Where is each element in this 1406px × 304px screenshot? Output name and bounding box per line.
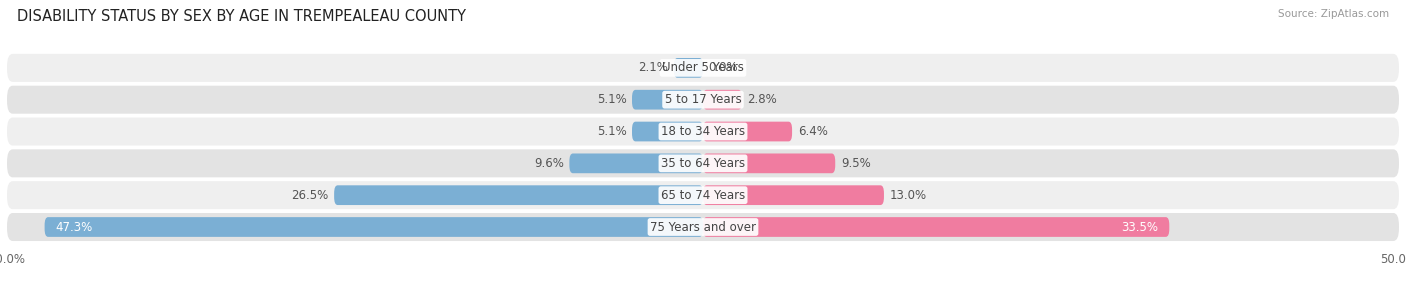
FancyBboxPatch shape bbox=[703, 154, 835, 173]
FancyBboxPatch shape bbox=[7, 118, 1399, 146]
Text: Source: ZipAtlas.com: Source: ZipAtlas.com bbox=[1278, 9, 1389, 19]
FancyBboxPatch shape bbox=[7, 54, 1399, 82]
Text: 35 to 64 Years: 35 to 64 Years bbox=[661, 157, 745, 170]
Text: 5.1%: 5.1% bbox=[596, 125, 627, 138]
FancyBboxPatch shape bbox=[335, 185, 703, 205]
Text: DISABILITY STATUS BY SEX BY AGE IN TREMPEALEAU COUNTY: DISABILITY STATUS BY SEX BY AGE IN TREMP… bbox=[17, 9, 465, 24]
FancyBboxPatch shape bbox=[703, 90, 742, 109]
Text: 75 Years and over: 75 Years and over bbox=[650, 220, 756, 233]
Text: 9.6%: 9.6% bbox=[534, 157, 564, 170]
Text: 5 to 17 Years: 5 to 17 Years bbox=[665, 93, 741, 106]
Text: 65 to 74 Years: 65 to 74 Years bbox=[661, 189, 745, 202]
FancyBboxPatch shape bbox=[7, 213, 1399, 241]
Text: 5.1%: 5.1% bbox=[596, 93, 627, 106]
Text: 9.5%: 9.5% bbox=[841, 157, 870, 170]
FancyBboxPatch shape bbox=[7, 86, 1399, 114]
Text: 2.1%: 2.1% bbox=[638, 61, 668, 74]
FancyBboxPatch shape bbox=[703, 122, 792, 141]
FancyBboxPatch shape bbox=[45, 217, 703, 237]
Text: 26.5%: 26.5% bbox=[291, 189, 329, 202]
Text: 47.3%: 47.3% bbox=[56, 220, 93, 233]
Text: 33.5%: 33.5% bbox=[1121, 220, 1159, 233]
Text: 2.8%: 2.8% bbox=[748, 93, 778, 106]
Text: 6.4%: 6.4% bbox=[797, 125, 828, 138]
Text: 0.0%: 0.0% bbox=[709, 61, 738, 74]
Text: Under 5 Years: Under 5 Years bbox=[662, 61, 744, 74]
FancyBboxPatch shape bbox=[569, 154, 703, 173]
FancyBboxPatch shape bbox=[633, 90, 703, 109]
Text: 13.0%: 13.0% bbox=[890, 189, 927, 202]
FancyBboxPatch shape bbox=[703, 217, 1170, 237]
FancyBboxPatch shape bbox=[673, 58, 703, 78]
FancyBboxPatch shape bbox=[703, 185, 884, 205]
FancyBboxPatch shape bbox=[7, 149, 1399, 177]
Text: 18 to 34 Years: 18 to 34 Years bbox=[661, 125, 745, 138]
FancyBboxPatch shape bbox=[7, 181, 1399, 209]
FancyBboxPatch shape bbox=[633, 122, 703, 141]
